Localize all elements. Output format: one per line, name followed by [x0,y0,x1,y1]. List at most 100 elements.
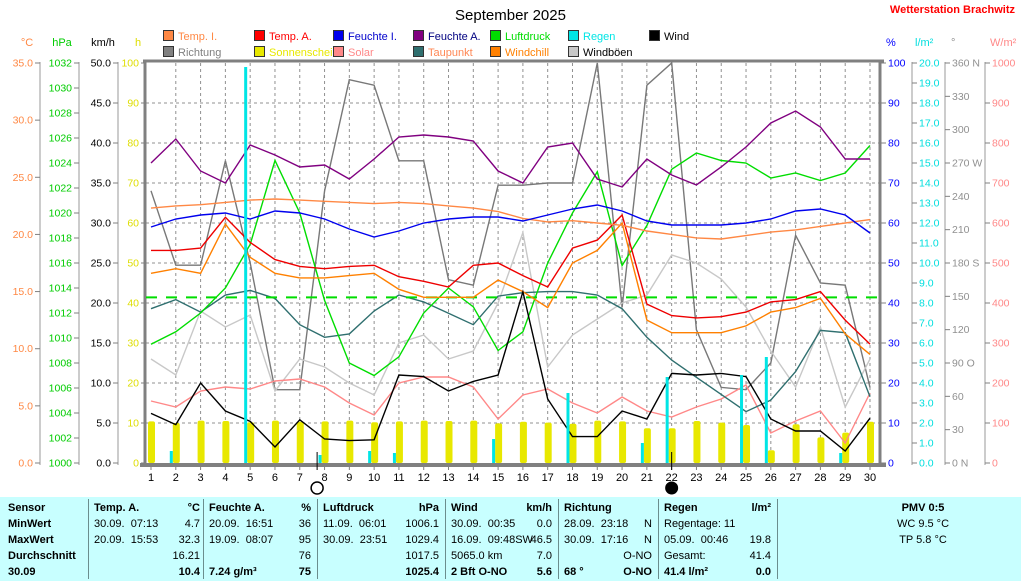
svg-text:30.0: 30.0 [91,218,112,230]
svg-text:0: 0 [888,458,894,470]
legend-swatch-luftdruck [490,30,501,41]
legend-item-regen: Regen [568,30,615,43]
svg-text:28: 28 [814,472,826,484]
svg-text:15.0: 15.0 [91,338,112,350]
table-cell: 30.09. 07:13 [94,518,159,530]
axis-°C: 0.0 5.0 10.0 15.0 20.0 25.0 30.0 35.0 [13,58,40,470]
svg-text:°C: °C [21,37,33,49]
table-cell: 2 Bft O-NO [451,566,508,578]
new-moon-icon [665,481,679,495]
table-cell: 05.09. 00:46 [664,534,729,546]
svg-text:25.0: 25.0 [13,172,34,184]
svg-text:%: % [886,37,896,49]
table-cell-value: 1029.4 [405,534,439,546]
legend-swatch-wind [649,30,660,41]
svg-text:1.0: 1.0 [919,438,934,450]
table-cell: 7.24 g/m³ [209,566,257,578]
svg-text:30: 30 [127,338,139,350]
axis-W/m²: 0 100 200 300 400 500 600 700 800 900 1000 [985,58,1016,470]
table-cell: Luftdruck [323,502,374,514]
svg-text:1008: 1008 [49,358,73,370]
svg-text:1026: 1026 [49,133,73,145]
legend-swatch-taupunkt [413,46,424,57]
svg-text:29: 29 [839,472,851,484]
table-cell-value: 46.5 [530,534,552,546]
legend-label-windboen: Windböen [583,47,633,59]
svg-text:10.0: 10.0 [919,258,940,270]
table-cell-value: l/m² [751,502,771,514]
svg-text:200: 200 [992,378,1010,390]
legend-item-windchill: Windchill [490,46,549,59]
table-row-label: Sensor [8,502,46,514]
svg-text:26: 26 [765,472,777,484]
svg-text:1016: 1016 [49,258,73,270]
table-cell-value: N [644,534,652,546]
table-cell: 28.09. 23:18 [564,518,629,530]
svg-text:14: 14 [467,472,479,484]
table-cell: 11.09. 06:01 [323,518,387,530]
svg-text:50.0: 50.0 [91,58,112,70]
legend-label-wind: Wind [664,31,690,43]
svg-text:15.0: 15.0 [13,286,34,298]
legend-item-feuchte-i: Feuchte I. [333,30,397,43]
svg-text:330: 330 [952,91,970,103]
table-cell-value: 10.4 [178,566,200,578]
table-row-label: Durchschnitt [8,550,76,562]
x-axis-days: 1 2 3 4 5 6 7 8 9 10 11 12 13 14 15 16 17 18 19 20 21 22 23 24 2… [148,465,876,484]
svg-text:10: 10 [368,472,380,484]
legend-item-solar: Solar [333,46,374,59]
legend-item-richtung: Richtung [163,46,222,59]
svg-text:50: 50 [127,258,139,270]
legend-swatch-temp-a [254,30,265,41]
svg-text:40: 40 [127,298,139,310]
svg-text:40: 40 [888,298,900,310]
svg-text:100: 100 [888,58,906,70]
table-cell: Gesamt: [664,550,706,562]
table-cell-value: 1017.5 [405,550,439,562]
table-cell-value: 36 [298,518,311,530]
svg-text:25.0: 25.0 [91,258,112,270]
svg-text:70: 70 [127,178,139,190]
svg-text:16.0: 16.0 [919,138,940,150]
svg-text:35.0: 35.0 [91,178,112,190]
table-cell-value: 32.3 [178,534,200,546]
sonnenschein-bars [148,420,874,463]
svg-text:90: 90 [127,98,139,110]
svg-text:5.0: 5.0 [919,358,934,370]
legend-swatch-regen [568,30,579,41]
full-moon-icon [310,481,324,495]
svg-text:1010: 1010 [49,333,73,345]
table-cell: Temp. A. [94,502,140,514]
table-cell-value: 95 [298,534,311,546]
legend-item-feuchte-a: Feuchte A. [413,30,481,43]
table-cell-value: 16.21 [172,550,200,562]
legend-swatch-richtung [163,46,174,57]
legend-label-feuchte-i: Feuchte I. [348,31,397,43]
svg-text:7.0: 7.0 [919,318,934,330]
svg-text:2.0: 2.0 [919,418,934,430]
legend-item-sonnenschein: Sonnenschein [254,46,339,59]
table-cell: Regen [664,502,698,514]
legend-label-sonnenschein: Sonnenschein [269,47,339,59]
svg-text:400: 400 [992,298,1010,310]
table-cell: 41.4 l/m² [664,566,709,578]
table-cell-value: O-NO [623,550,652,562]
series-feuchte-i-line [150,204,871,238]
svg-text:300: 300 [992,338,1010,350]
svg-text:180 S: 180 S [952,258,979,270]
legend-swatch-sonnenschein [254,46,265,57]
svg-text:W/m²: W/m² [990,37,1017,49]
station-name: Wetterstation Brachwitz [889,4,1015,16]
svg-text:7: 7 [297,472,303,484]
table-cell-pmv: TP 5.8 °C [899,534,947,546]
table-cell-pmv: PMV 0:5 [901,502,945,514]
svg-text:1030: 1030 [49,83,73,95]
table-cell: Feuchte A. [209,502,265,514]
svg-text:90: 90 [888,98,900,110]
table-cell-value: 7.0 [536,550,552,562]
table-cell-value: 1006.1 [405,518,439,530]
svg-text:700: 700 [992,178,1010,190]
legend-label-richtung: Richtung [178,47,222,59]
svg-text:70: 70 [888,178,900,190]
svg-text:120: 120 [952,324,970,336]
